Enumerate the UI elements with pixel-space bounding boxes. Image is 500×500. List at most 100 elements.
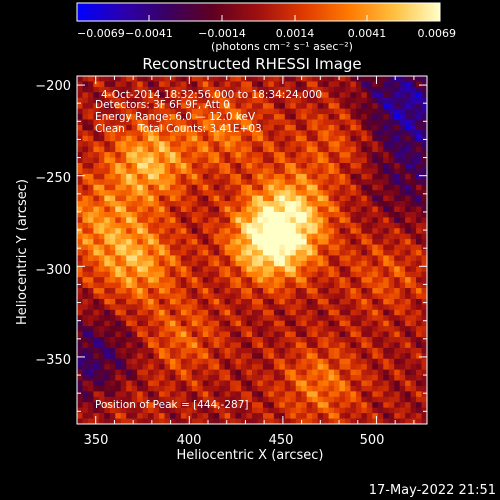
heatmap-cell xyxy=(164,228,171,235)
heatmap-cell xyxy=(284,369,291,376)
heatmap-cell xyxy=(93,108,100,115)
heatmap-cell xyxy=(421,369,427,376)
heatmap-cell xyxy=(241,206,248,213)
heatmap-cell xyxy=(126,304,133,311)
heatmap-cell xyxy=(339,353,346,360)
heatmap-cell xyxy=(416,364,423,371)
heatmap-cell xyxy=(180,222,187,229)
heatmap-cell xyxy=(388,81,395,88)
heatmap-cell xyxy=(355,141,362,148)
heatmap-cell xyxy=(410,331,417,338)
heatmap-cell xyxy=(131,375,138,382)
heatmap-cell xyxy=(383,157,390,164)
heatmap-cell xyxy=(164,364,171,371)
heatmap-cell xyxy=(180,385,187,392)
colorbar-units-label: (photons cm⁻² s⁻¹ asec⁻²) xyxy=(211,40,353,53)
heatmap-cell xyxy=(93,195,100,202)
heatmap-cell xyxy=(115,320,122,327)
heatmap-cell xyxy=(213,402,220,409)
heatmap-cell xyxy=(159,119,166,126)
heatmap-cell xyxy=(268,173,275,180)
heatmap-cell xyxy=(301,103,308,110)
heatmap-cell xyxy=(262,266,270,273)
heatmap-cell xyxy=(268,103,275,110)
heatmap-cell xyxy=(175,206,182,213)
heatmap-cell xyxy=(334,347,341,354)
heatmap-cell xyxy=(328,168,335,175)
heatmap-cell xyxy=(273,195,280,202)
heatmap-cell xyxy=(87,364,95,371)
heatmap-cell xyxy=(290,108,297,115)
heatmap-cell xyxy=(191,358,198,365)
heatmap-cell xyxy=(142,217,149,224)
heatmap-cell xyxy=(202,320,209,327)
heatmap-cell xyxy=(377,385,384,392)
heatmap-cell xyxy=(257,157,264,164)
heatmap-cell xyxy=(164,304,171,311)
heatmap-cell xyxy=(191,304,198,311)
heatmap-cell xyxy=(312,358,319,365)
heatmap-cell xyxy=(394,119,401,126)
heatmap-cell xyxy=(213,380,220,387)
heatmap-cell xyxy=(153,217,160,224)
heatmap-cell xyxy=(137,239,144,246)
heatmap-cell xyxy=(388,76,395,83)
heatmap-cell xyxy=(388,407,395,414)
heatmap-cell xyxy=(142,92,149,99)
heatmap-cell xyxy=(334,255,341,262)
heatmap-cell xyxy=(416,81,423,88)
heatmap-cell xyxy=(306,320,313,327)
heatmap-cell xyxy=(208,358,215,365)
heatmap-cell xyxy=(355,266,362,273)
heatmap-cell xyxy=(421,271,427,278)
heatmap-cell xyxy=(109,103,116,110)
heatmap-cell xyxy=(388,315,395,322)
heatmap-cell xyxy=(109,326,116,333)
heatmap-cell xyxy=(394,97,401,104)
heatmap-cell xyxy=(219,315,226,322)
heatmap-cell xyxy=(421,342,427,349)
heatmap-cell xyxy=(224,217,231,224)
heatmap-cell xyxy=(197,141,204,148)
heatmap-cell xyxy=(394,391,401,398)
heatmap-cell xyxy=(169,255,177,262)
heatmap-cell xyxy=(98,211,105,218)
heatmap-cell xyxy=(137,337,144,344)
heatmap-cell xyxy=(394,282,401,289)
heatmap-cell xyxy=(131,190,138,197)
heatmap-cell xyxy=(301,141,308,148)
heatmap-cell xyxy=(295,81,302,88)
heatmap-cell xyxy=(284,206,291,213)
heatmap-cell xyxy=(219,288,226,295)
heatmap-cell xyxy=(366,391,373,398)
heatmap-cell xyxy=(295,228,302,235)
heatmap-cell xyxy=(416,233,423,240)
heatmap-cell xyxy=(355,271,362,278)
heatmap-cell xyxy=(153,304,160,311)
heatmap-cell xyxy=(148,108,155,115)
heatmap-cell xyxy=(262,114,270,121)
heatmap-cell xyxy=(262,347,270,354)
heatmap-cell xyxy=(153,320,160,327)
heatmap-cell xyxy=(148,250,155,257)
heatmap-cell xyxy=(323,222,330,229)
heatmap-cell xyxy=(246,418,253,424)
heatmap-cell xyxy=(355,347,362,354)
heatmap-cell xyxy=(148,228,155,235)
heatmap-cell xyxy=(197,157,204,164)
heatmap-cell xyxy=(213,255,220,262)
heatmap-cell xyxy=(142,76,149,83)
heatmap-cell xyxy=(410,168,417,175)
heatmap-cell xyxy=(273,331,280,338)
heatmap-cell xyxy=(273,288,280,295)
heatmap-cell xyxy=(224,179,231,186)
heatmap-cell xyxy=(421,364,427,371)
heatmap-cell xyxy=(98,76,105,83)
heatmap-cell xyxy=(180,375,187,382)
heatmap-cell xyxy=(366,358,373,365)
heatmap-cell xyxy=(120,298,127,305)
heatmap-cell xyxy=(126,152,133,159)
heatmap-cell xyxy=(169,293,177,300)
heatmap-cell xyxy=(268,108,275,115)
heatmap-cell xyxy=(169,233,177,240)
